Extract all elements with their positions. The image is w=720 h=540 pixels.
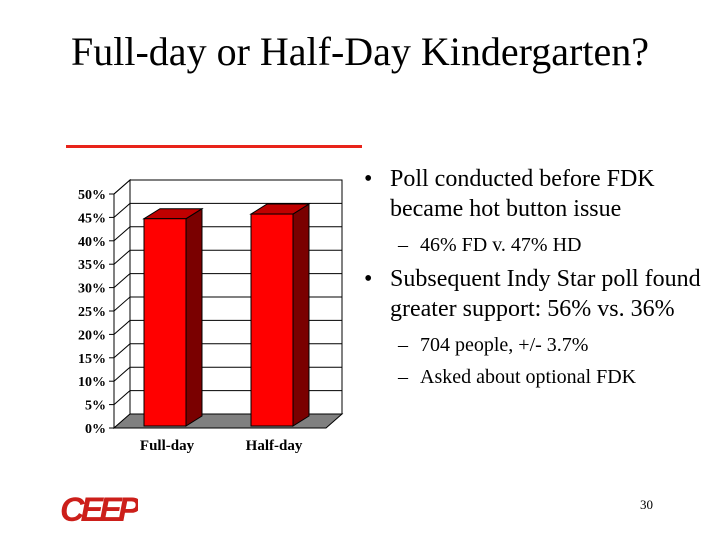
ceep-logo: CEEP [60,491,138,528]
sub-bullet-item: Asked about optional FDK [362,364,702,390]
gridline-side [113,203,131,218]
bar-chart: 0% 5% 10% 15% 20% 25% 30% 35% 40% 45% 50% Full-day… [78,178,344,454]
bar-side [185,207,203,427]
y-tick-label: 5% [85,399,106,414]
bar-half-day [250,213,294,427]
gridline-side [113,249,131,265]
y-tick-label: 15% [78,352,106,367]
page-number: 30 [640,497,653,512]
sub-bullet-item: 704 people, +/- 3.7% [362,332,702,358]
title-underline [66,145,362,148]
gridline-side [113,179,131,195]
gridline-side [113,226,131,242]
x-tick-label: Full-day [140,438,195,454]
y-tick-label: 25% [78,305,106,320]
y-tick-label: 0% [85,422,106,437]
y-tick-label: 35% [78,258,106,273]
gridline-side [113,366,131,382]
y-tick-label: 40% [78,235,106,250]
y-tick-label: 50% [78,188,106,203]
y-tick-label: 20% [78,328,106,343]
bar-full-day [143,218,187,427]
bar-side [292,203,310,427]
logo-text: CEEP [60,491,138,528]
sub-bullet-item: 46% FD v. 47% HD [362,232,702,258]
bullet-list: Poll conducted before FDK became hot but… [362,164,702,396]
y-tick-label: 45% [78,211,106,226]
gridline-side [113,343,131,359]
gridline-side [113,320,131,335]
gridline-side [113,273,131,288]
y-tick-label: 10% [78,375,106,390]
y-tick-label: 30% [78,282,106,297]
y-axis-ticks: 0% 5% 10% 15% 20% 25% 30% 35% 40% 45% 50% [78,188,115,437]
gridline-side [113,390,131,405]
x-tick-label: Half-day [246,438,303,454]
chart-bars [142,203,311,427]
bullet-item: Subsequent Indy Star poll found greater … [362,264,702,324]
bullet-item: Poll conducted before FDK became hot but… [362,164,702,224]
slide-title: Full-day or Half-Day Kindergarten? [71,29,649,74]
x-axis-labels: Full-day Half-day [140,438,303,454]
gridline-side [113,296,131,312]
